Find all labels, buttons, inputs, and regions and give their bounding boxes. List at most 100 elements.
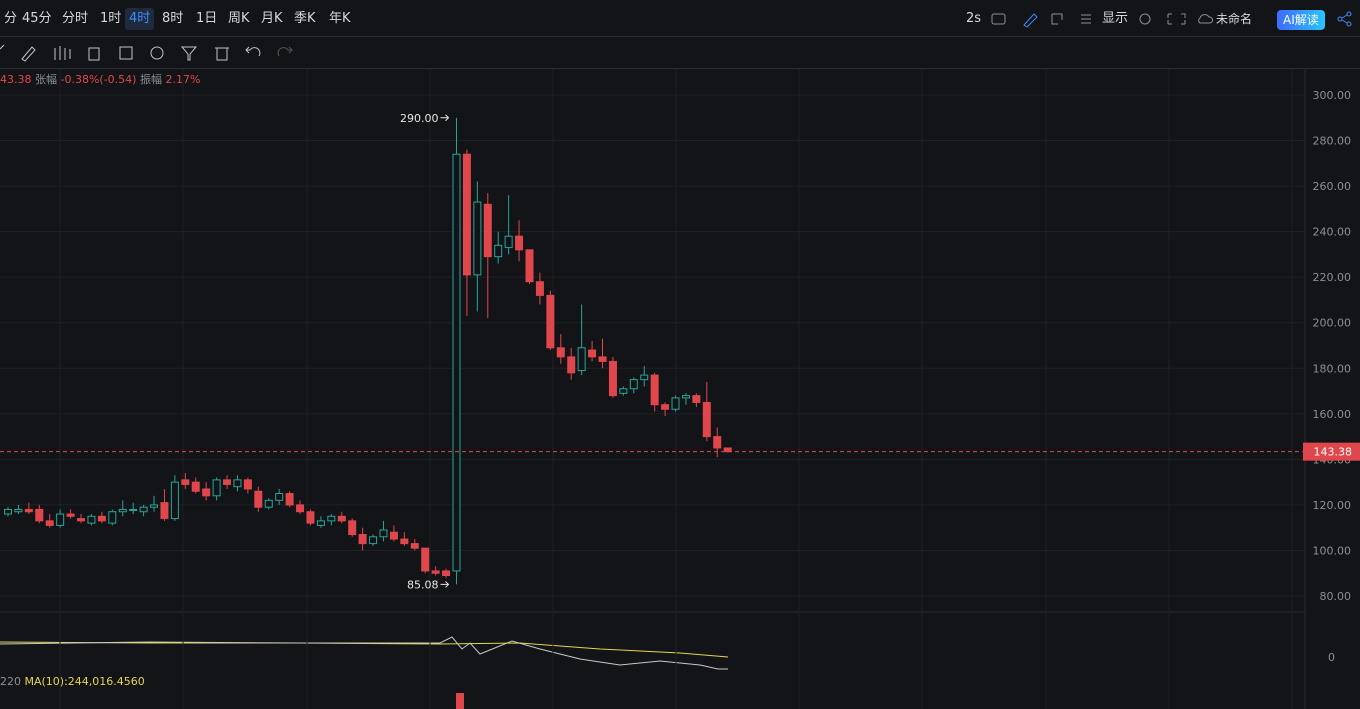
y-tick-label: 160.00 xyxy=(1313,408,1352,421)
display-menu[interactable]: 显示 xyxy=(1102,11,1129,26)
y-tick-label: 240.00 xyxy=(1313,226,1352,239)
candle-body xyxy=(296,504,305,513)
y-tick-label: 100.00 xyxy=(1313,544,1352,557)
candle-body xyxy=(45,520,54,526)
candle-body xyxy=(640,374,649,381)
pen-tool[interactable] xyxy=(21,46,36,62)
candle-tool[interactable] xyxy=(54,46,71,60)
indicator-line xyxy=(0,636,728,670)
settings-icon[interactable] xyxy=(1139,13,1151,25)
candle-body xyxy=(306,511,315,524)
measure-tool[interactable] xyxy=(88,47,100,61)
delete-tool[interactable] xyxy=(215,47,229,61)
candle-body xyxy=(577,347,586,372)
candle-body xyxy=(504,235,513,249)
period-button[interactable]: 1时 xyxy=(100,11,122,26)
period-button[interactable]: 8时 xyxy=(162,11,184,26)
y-tick-label: 300.00 xyxy=(1313,89,1352,102)
fullscreen-icon[interactable] xyxy=(1167,13,1186,25)
period-button[interactable]: 月K xyxy=(261,11,283,26)
candle-body xyxy=(400,538,409,545)
candle-body xyxy=(389,531,398,540)
candle-body xyxy=(223,479,232,485)
magnet-tool[interactable] xyxy=(150,46,164,60)
volume-bar xyxy=(456,693,464,709)
list-icon[interactable] xyxy=(1081,14,1091,24)
candle-body xyxy=(212,479,221,497)
candle-body xyxy=(598,356,607,362)
candle-body xyxy=(24,508,33,513)
ai-button[interactable]: AI解读 xyxy=(1277,10,1325,30)
candle-body xyxy=(713,436,722,449)
candle-body xyxy=(254,490,263,508)
y-tick-label: 260.00 xyxy=(1313,180,1352,193)
filter-tool[interactable] xyxy=(180,46,198,61)
period-button[interactable]: 分时 xyxy=(62,11,89,26)
layout-name[interactable]: 未命名 xyxy=(1216,12,1253,26)
period-button[interactable]: 4时 xyxy=(125,8,155,30)
cloud-icon xyxy=(1198,14,1214,24)
candle-body xyxy=(97,515,106,522)
candle-body xyxy=(56,513,65,526)
period-button[interactable]: 季K xyxy=(294,11,316,26)
last-price-tag xyxy=(1303,442,1360,461)
y-tick-label: 120.00 xyxy=(1313,499,1352,512)
candle-body xyxy=(567,356,576,374)
period-toolbar: 2s 显示 未命名 AI解读 分 45分 分时 1时 4时 8时 1日 周K 月K 季K 年K xyxy=(0,0,1360,37)
undo-tool[interactable] xyxy=(245,46,261,57)
redo-tool[interactable] xyxy=(277,46,293,57)
period-button[interactable]: 分 xyxy=(4,11,18,26)
y-tick-label: 200.00 xyxy=(1313,317,1352,330)
candle-body xyxy=(462,153,471,276)
period-button[interactable]: 年K xyxy=(329,11,351,26)
candle-body xyxy=(191,481,200,492)
candle-body xyxy=(535,281,544,296)
candle-body xyxy=(629,379,638,390)
candle-body xyxy=(671,397,680,410)
select-icon[interactable] xyxy=(1051,13,1063,25)
draw-icon[interactable] xyxy=(1023,13,1038,28)
candle-body xyxy=(431,570,440,574)
candle-body xyxy=(35,508,44,522)
y-tick-label: 280.00 xyxy=(1313,135,1352,148)
period-button[interactable]: 周K xyxy=(228,11,250,26)
annotation-arrow xyxy=(440,114,450,122)
y-tick-label: 180.00 xyxy=(1313,362,1352,375)
candle-body xyxy=(619,388,628,394)
amplitude-label: 振幅 xyxy=(139,73,162,86)
refresh-rate[interactable]: 2s xyxy=(966,11,982,26)
camera-icon[interactable] xyxy=(991,13,1006,25)
candle-body xyxy=(108,511,117,524)
last-price-label: 143.38 xyxy=(1314,446,1353,459)
candle-body xyxy=(87,515,96,524)
candle-body xyxy=(442,570,451,577)
candle-body xyxy=(692,395,701,403)
candle-body xyxy=(243,479,252,490)
share-icon[interactable] xyxy=(1336,11,1354,27)
candle-body xyxy=(275,493,284,501)
candle-body xyxy=(525,249,534,283)
note-tool[interactable] xyxy=(119,46,133,60)
indicator-period: 220 xyxy=(0,675,21,688)
indicator-ma-line xyxy=(0,641,729,658)
price: 43.38 xyxy=(0,73,32,86)
candle-body xyxy=(129,508,138,511)
annotation: 85.08 xyxy=(407,578,439,591)
candle-body xyxy=(494,244,503,258)
chart: 80.00100.00120.00140.00160.00180.00200.0… xyxy=(0,69,1360,709)
candle-body xyxy=(150,504,159,508)
period-button[interactable]: 1日 xyxy=(196,11,218,26)
candle-body xyxy=(118,508,127,513)
change: -0.38%(-0.54) xyxy=(60,73,137,86)
candle-body xyxy=(608,360,617,397)
candle-body xyxy=(66,513,75,517)
indicator-tick-label: 0 xyxy=(1328,651,1335,664)
candle-body xyxy=(139,506,148,513)
tool-icon[interactable] xyxy=(0,44,5,50)
change-label: 张幅 xyxy=(35,73,57,86)
drawing-toolbar xyxy=(0,37,1360,69)
candle-body xyxy=(556,347,565,358)
candle-body xyxy=(369,536,378,545)
period-button[interactable]: 45分 xyxy=(22,11,52,26)
